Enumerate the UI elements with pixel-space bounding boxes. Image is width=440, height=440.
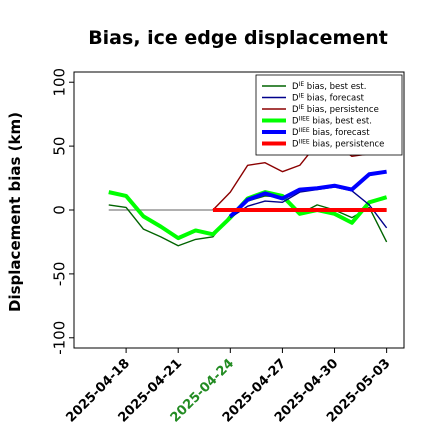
legend-entry-rest: bias, persistence <box>310 140 385 150</box>
series-line-ie-bias-persistence <box>212 142 387 211</box>
legend-entry-sup: IIEE <box>299 116 310 123</box>
legend-entry-main: D <box>292 82 299 92</box>
y-tick-label: -100 <box>51 321 69 355</box>
legend-entry-main: D <box>292 128 299 138</box>
series-line-iiee-bias-forecast <box>228 169 387 218</box>
y-tick-label: 100 <box>51 68 69 97</box>
y-tick-label: 50 <box>51 137 69 156</box>
legend-entry-rest: bias, forecast <box>310 128 371 138</box>
legend-entry: DIE bias, best est. <box>292 81 366 92</box>
legend-entry-main: D <box>292 105 299 115</box>
legend-entry-sup: IIEE <box>299 139 310 146</box>
legend: DIE bias, best est.DIE bias, forecastDIE… <box>255 74 403 156</box>
chart-title: Bias, ice edge displacement <box>88 27 388 49</box>
legend-entry-sup: IE <box>299 93 305 100</box>
legend-entry-main: D <box>292 140 299 150</box>
y-tick-label: -50 <box>51 262 69 287</box>
legend-entry: DIIEE bias, best est. <box>292 116 372 127</box>
legend-entry-sup: IE <box>299 104 305 111</box>
legend-entry: DIIEE bias, forecast <box>292 127 370 138</box>
series-group <box>108 142 388 247</box>
legend-entry-sup: IE <box>299 81 305 88</box>
legend-entry-main: D <box>292 117 299 127</box>
y-axis: -100 -50 0 50 100 <box>51 68 74 355</box>
legend-entry-rest: bias, best est. <box>304 82 366 92</box>
legend-entry: DIE bias, forecast <box>292 93 365 104</box>
legend-entry: DIE bias, persistence <box>292 104 379 115</box>
legend-entry-rest: bias, persistence <box>304 105 379 115</box>
legend-entry-rest: bias, forecast <box>304 94 365 104</box>
y-axis-label: Displacement bias (km) <box>6 112 24 312</box>
legend-entry-main: D <box>292 94 299 104</box>
legend-entry-sup: IIEE <box>299 127 310 134</box>
y-tick-label: 0 <box>51 205 69 215</box>
legend-entry-rest: bias, best est. <box>310 117 372 127</box>
legend-entry: DIIEE bias, persistence <box>292 139 384 150</box>
